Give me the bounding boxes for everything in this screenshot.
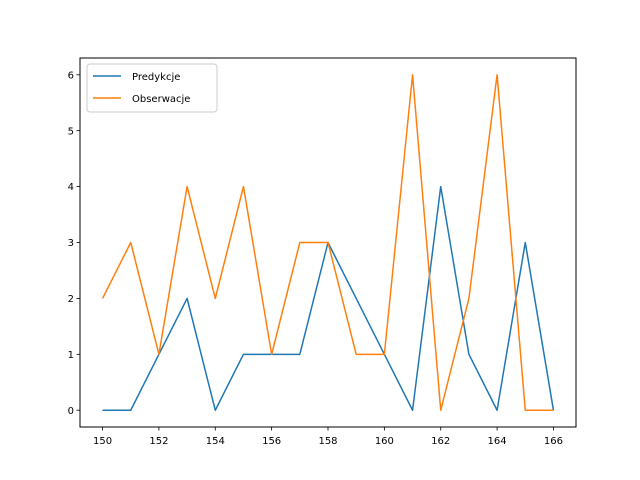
x-tick-label: 160 [375,436,394,447]
legend-label-obserwacje: Obserwacje [132,94,190,105]
x-tick-label: 164 [488,436,507,447]
x-tick-label: 150 [93,436,112,447]
x-tick-label: 166 [544,436,563,447]
y-tick-label: 2 [68,294,74,305]
x-tick-label: 156 [262,436,281,447]
y-tick-label: 6 [68,70,74,81]
x-tick-label: 158 [318,436,337,447]
plot-area-frame [79,57,577,428]
legend-label-predykcje: Predykcje [132,72,180,83]
y-tick-label: 0 [68,406,74,417]
x-tick-label: 162 [431,436,450,447]
series-line-obserwacje [101,74,554,411]
series-layer [101,74,555,411]
x-axis-ticks: 150 152 154 156 158 160 162 164 166 [93,427,563,447]
x-tick-label: 154 [206,436,225,447]
y-axis-ticks: 0 1 2 3 4 5 6 [68,70,80,417]
y-tick-label: 3 [68,238,74,249]
x-tick-label: 152 [149,436,168,447]
y-tick-label: 4 [68,182,74,193]
legend: Predykcje Obserwacje [86,63,218,113]
y-tick-label: 5 [68,126,74,137]
y-tick-label: 1 [68,350,74,361]
